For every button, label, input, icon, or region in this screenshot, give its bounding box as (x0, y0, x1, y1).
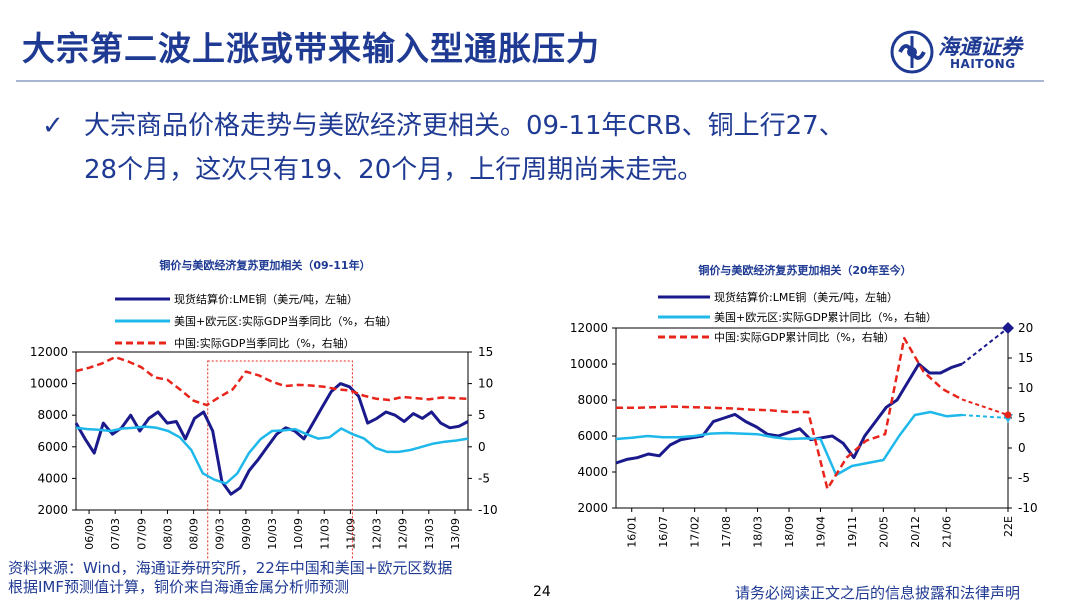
y-right-tick--5: -5 (1018, 471, 1030, 485)
x-tick-12-09: 12/09 (397, 518, 410, 550)
y-right-tick-5: 5 (1018, 411, 1026, 425)
bullet-line-2: 28个月，这次只有19、20个月，上行周期尚未走完。 (84, 155, 704, 185)
page-number: 24 (533, 584, 551, 600)
x-tick-21-06: 21/06 (940, 516, 953, 548)
x-tick-18-09: 18/09 (783, 516, 796, 548)
series-line-china (616, 336, 963, 491)
y-left-tick-12000: 12000 (570, 321, 608, 335)
series-line-china (75, 355, 469, 407)
source-line-1: 资料来源：Wind，海通证券研究所，22年中国和美国+欧元区数据 (8, 559, 453, 577)
forecast-marker-copper (1002, 322, 1014, 334)
x-tick-16-07: 16/07 (657, 516, 670, 548)
y-right-tick--10: -10 (478, 503, 498, 517)
series-lines (615, 322, 1014, 491)
x-tick-10-03: 10/03 (266, 518, 279, 550)
chart-title: 铜价与美欧经济复苏更加相关（20年至今） (697, 263, 911, 277)
x-tick-12-03: 12/03 (371, 518, 384, 550)
y-axis-left: 2000 4000 6000 8000 10000 12000 (570, 321, 616, 515)
y-left-tick-6000: 6000 (37, 440, 68, 454)
x-tick-13-03: 13/03 (423, 518, 436, 550)
y-left-tick-8000: 8000 (37, 408, 68, 422)
y-right-tick-15: 15 (1018, 351, 1033, 365)
chart-title: 铜价与美欧经济复苏更加相关（09-11年） (158, 258, 370, 272)
y-right-tick-5: 5 (478, 408, 486, 422)
y-right-tick-0: 0 (1018, 441, 1026, 455)
x-tick-22E: 22E (1002, 516, 1015, 537)
forecast-marker-china (1004, 411, 1012, 419)
highlight-box (207, 360, 353, 560)
slide-title: 大宗第二波上涨或带来输入型通胀压力 (22, 29, 600, 68)
x-tick-17-02: 17/02 (689, 516, 702, 548)
x-tick-09-03: 09/03 (214, 518, 227, 550)
y-axis-right: -10 -5 0 5 10 15 (468, 345, 498, 517)
x-tick-16-01: 16/01 (626, 516, 639, 548)
logo-name-cn: 海通证券 (938, 34, 1022, 59)
legend-label-useu: 美国+欧元区:实际GDP当季同比（%，右轴） (174, 314, 397, 328)
y-right-tick--5: -5 (478, 471, 490, 485)
x-tick-19-04: 19/04 (814, 516, 827, 548)
bullet-line-1: 大宗商品价格走势与美欧经济更相关。09-11年CRB、铜上行27、 (84, 111, 845, 141)
x-tick-20-12: 20/12 (909, 516, 922, 548)
y-left-tick-2000: 2000 (37, 503, 68, 517)
series-line-copper (74, 382, 469, 496)
series-line-useu (75, 425, 469, 485)
plot-frame (615, 327, 1009, 509)
x-tick-20-05: 20/05 (877, 516, 890, 548)
forecast-line-china (961, 398, 1009, 416)
logo-name-en: HAITONG (950, 57, 1016, 71)
x-tick-08-09: 08/09 (188, 518, 201, 550)
legend-label-china: 中国:实际GDP累计同比（%，右轴） (714, 330, 895, 344)
source-note: 资料来源：Wind，海通证券研究所，22年中国和美国+欧元区数据 根据IMF预测… (8, 559, 452, 597)
checkmark-icon: ✓ (42, 111, 64, 141)
x-tick-18-03: 18/03 (752, 516, 765, 548)
source-line-2: 根据IMF预测值计算，铜价来自海通金属分析师预测 (8, 578, 349, 596)
legend: 现货结算价:LME铜（美元/吨，左轴） 美国+欧元区:实际GDP累计同比（%，右… (658, 290, 937, 344)
y-left-tick-10000: 10000 (30, 377, 68, 391)
forecast-line-copper (961, 327, 1009, 365)
y-axis-left: 2000 4000 6000 8000 10000 12000 (30, 345, 76, 517)
legend: 现货结算价:LME铜（美元/吨，左轴） 美国+欧元区:实际GDP当季同比（%，右… (115, 292, 397, 350)
haitong-logo-icon (890, 30, 934, 74)
y-left-tick-4000: 4000 (577, 465, 608, 479)
y-right-tick-10: 10 (1018, 381, 1033, 395)
forecast-line-useu (961, 414, 1009, 419)
y-right-tick-20: 20 (1018, 321, 1033, 335)
series-line-useu (615, 410, 963, 477)
y-left-tick-8000: 8000 (577, 393, 608, 407)
y-right-tick-0: 0 (478, 440, 486, 454)
y-left-tick-12000: 12000 (30, 345, 68, 359)
series-lines (74, 355, 469, 496)
x-tick-10-09: 10/09 (292, 518, 305, 550)
legend-label-useu: 美国+欧元区:实际GDP累计同比（%，右轴） (714, 310, 937, 324)
y-right-tick--10: -10 (1018, 501, 1038, 515)
y-left-tick-2000: 2000 (577, 501, 608, 515)
legend-label-copper: 现货结算价:LME铜（美元/吨，左轴） (714, 290, 898, 304)
x-tick-11-09: 11/09 (344, 518, 357, 550)
title-divider (16, 80, 1044, 82)
x-tick-19-11: 19/11 (846, 516, 859, 548)
disclaimer: 请务必阅读正文之后的信息披露和法律声明 (735, 584, 1021, 602)
series-line-copper (615, 362, 963, 465)
haitong-logo: 海通证券 HAITONG (888, 28, 1048, 76)
y-right-tick-10: 10 (478, 377, 493, 391)
y-left-tick-10000: 10000 (570, 357, 608, 371)
x-tick-09-09: 09/09 (240, 518, 253, 550)
x-tick-17-08: 17/08 (720, 516, 733, 548)
y-left-tick-6000: 6000 (577, 429, 608, 443)
legend-label-copper: 现货结算价:LME铜（美元/吨，左轴） (174, 292, 358, 306)
y-right-tick-15: 15 (478, 345, 493, 359)
x-tick-07-03: 07/03 (109, 518, 122, 550)
chart-copper-2009-2011: 铜价与美欧经济复苏更加相关（09-11年） 现货结算价:LME铜（美元/吨，左轴… (30, 258, 498, 560)
legend-label-china: 中国:实际GDP当季同比（%，右轴） (174, 336, 355, 350)
x-tick-08-03: 08/03 (161, 518, 174, 550)
y-axis-right: -10 -5 0 5 10 15 20 (1008, 321, 1038, 515)
x-axis: 16/01 16/07 17/02 17/08 18/03 18/09 19/04 19/11… (626, 508, 1015, 548)
y-left-tick-4000: 4000 (37, 471, 68, 485)
x-tick-11-03: 11/03 (318, 518, 331, 550)
x-axis: 06/09 07/03 07/09 08/03 08/09 09/03 09/09 10/03… (83, 510, 462, 550)
chart-copper-2020-present: 铜价与美欧经济复苏更加相关（20年至今） 现货结算价:LME铜（美元/吨，左轴）… (570, 263, 1038, 548)
x-tick-06-09: 06/09 (83, 518, 96, 550)
x-tick-13-09: 13/09 (449, 518, 462, 550)
x-tick-07-09: 07/09 (135, 518, 148, 550)
